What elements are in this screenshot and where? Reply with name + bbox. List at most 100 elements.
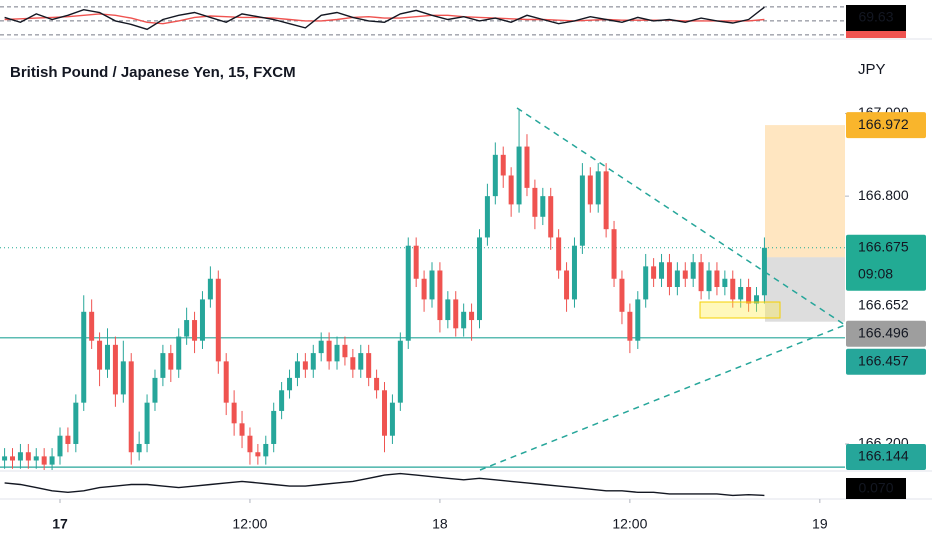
candle-body xyxy=(643,266,649,300)
price-label: 166.675 xyxy=(858,238,909,254)
candle-body xyxy=(374,377,380,391)
candle-body xyxy=(49,456,55,465)
price-axis: 166.200166.800167.000166.972166.67509:08… xyxy=(845,104,926,470)
candle-body xyxy=(120,361,126,395)
candle-body xyxy=(627,311,633,341)
stop-zone xyxy=(765,257,845,322)
candle-body xyxy=(579,175,585,246)
candle-body xyxy=(152,377,158,403)
currency-label: JPY xyxy=(858,61,886,78)
price-label-box xyxy=(846,444,926,470)
candle-body xyxy=(366,353,372,378)
candle-body xyxy=(595,171,601,205)
x-tick-label: 18 xyxy=(432,516,448,532)
price-label: 166.972 xyxy=(858,116,909,132)
candle-body xyxy=(279,390,285,411)
candle-body xyxy=(136,443,142,453)
candle-body xyxy=(508,175,514,205)
candle-body xyxy=(73,402,79,444)
candle-body xyxy=(437,270,443,321)
price-label-box xyxy=(846,234,926,291)
candle-body xyxy=(334,344,340,362)
candle-body xyxy=(666,262,672,288)
candle-body xyxy=(500,154,506,176)
candle-body xyxy=(302,361,308,370)
candle-body xyxy=(176,336,182,370)
candle-body xyxy=(263,443,269,457)
candle-body xyxy=(287,377,293,391)
rsi-label: 69.63 xyxy=(858,9,893,25)
candle-body xyxy=(168,353,174,370)
candle-body xyxy=(389,402,395,436)
candle-body xyxy=(754,295,760,304)
candle-body xyxy=(358,353,364,370)
candle-body xyxy=(690,262,696,279)
price-label: 166.144 xyxy=(858,448,909,464)
candle-body xyxy=(516,146,522,205)
candle-body xyxy=(41,456,47,465)
candle-body xyxy=(318,340,324,354)
candle-body xyxy=(215,278,221,362)
candle-body xyxy=(97,340,103,370)
candle-body xyxy=(674,270,680,288)
candle-body xyxy=(342,344,348,358)
candle-body xyxy=(659,262,665,279)
candle-body xyxy=(294,361,300,378)
candle-body xyxy=(556,237,562,271)
candle-body xyxy=(271,410,277,444)
candle-body xyxy=(239,423,245,436)
candle-body xyxy=(184,320,190,337)
rsi-ma-strip xyxy=(846,31,906,38)
candle-body xyxy=(144,402,150,444)
candle-body xyxy=(603,171,609,230)
candle-body xyxy=(761,247,767,296)
candle-body xyxy=(492,154,498,197)
candle-body xyxy=(722,278,728,288)
candle-body xyxy=(682,270,688,279)
candle-body xyxy=(706,270,712,292)
candle-body xyxy=(89,311,95,341)
candle-body xyxy=(405,245,411,341)
candle-body xyxy=(33,456,39,461)
candle-body xyxy=(17,452,23,461)
candle-body xyxy=(255,452,261,457)
candle-body xyxy=(413,245,419,279)
candle-body xyxy=(112,344,118,395)
countdown-label: 09:08 xyxy=(858,265,893,281)
candle-body xyxy=(730,278,736,300)
candle-body xyxy=(81,311,87,403)
candle-body xyxy=(128,361,134,453)
candle-body xyxy=(453,299,459,329)
candle-body xyxy=(651,266,657,279)
candle-body xyxy=(104,344,110,370)
target-zone xyxy=(765,125,845,258)
candle-body xyxy=(25,452,31,461)
candle-body xyxy=(57,435,63,457)
candle-body xyxy=(223,361,229,403)
x-tick-label: 12:00 xyxy=(232,516,267,532)
candle-body xyxy=(231,402,237,424)
price-label: 166.652 xyxy=(858,296,909,312)
candle-body xyxy=(2,456,8,461)
rsi-line xyxy=(4,6,765,31)
x-tick-label: 12:00 xyxy=(612,516,647,532)
main-panel xyxy=(0,109,845,470)
candle-body xyxy=(445,299,451,321)
candle-body xyxy=(611,229,617,279)
price-label-box xyxy=(846,320,926,347)
candle-body xyxy=(310,353,316,370)
price-label: 166.457 xyxy=(858,352,909,368)
candle-body xyxy=(421,278,427,300)
candle-body xyxy=(571,245,577,300)
candle-body xyxy=(207,278,213,300)
candle-body xyxy=(326,340,332,362)
candle-body xyxy=(10,456,16,461)
candle-body xyxy=(548,196,554,238)
candle-body xyxy=(397,340,403,403)
lower-label: 0.070 xyxy=(858,480,893,496)
candle-body xyxy=(461,311,467,329)
candle-body xyxy=(524,146,530,188)
candle-body xyxy=(714,270,720,288)
candle-body xyxy=(619,278,625,312)
candle-body xyxy=(532,187,538,217)
